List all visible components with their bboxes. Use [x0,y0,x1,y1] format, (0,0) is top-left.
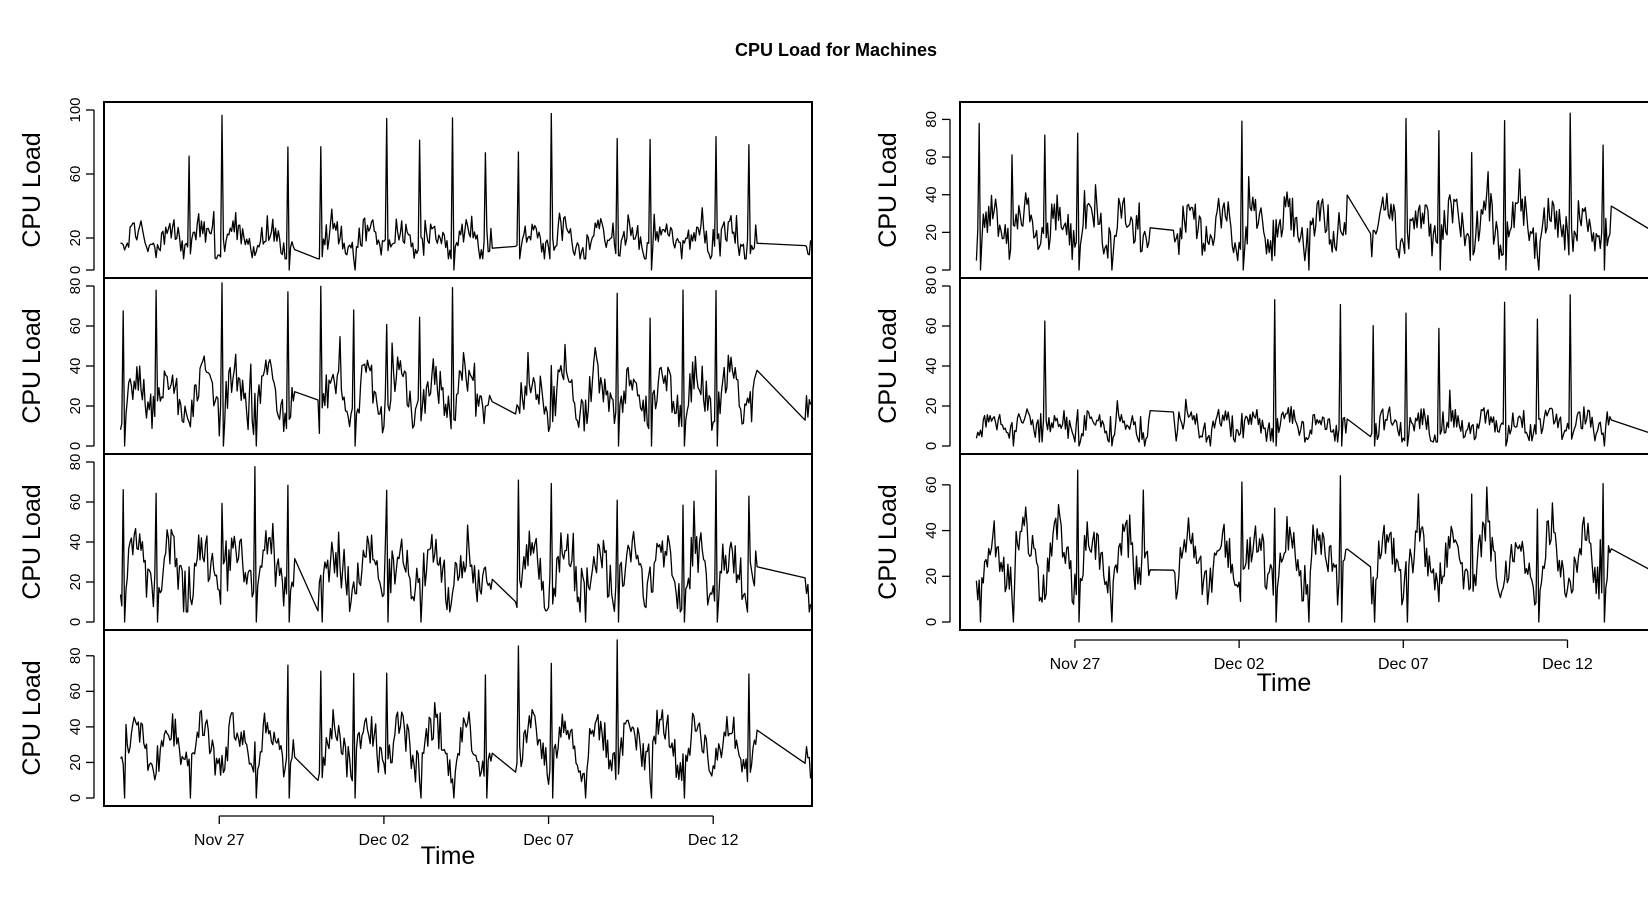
panel-7: 0 20 40 60 CPU Load Nov 27 Dec 02 Dec 07 Dec 12 [874,453,1648,673]
x-tick-label: Nov 27 [1050,656,1101,673]
series-line [975,469,1648,623]
x-tick-label: Dec 07 [1378,656,1429,673]
y-tick-label: 20 [923,398,940,415]
series-line [975,112,1648,271]
y-axis-label: CPU Load [874,484,902,599]
panel-frame [959,453,1648,631]
y-tick-label: 60 [923,477,940,494]
panel-frame [103,277,813,455]
y-tick-label: 60 [923,318,940,335]
y-tick-label: 80 [923,278,940,295]
y-tick-label: 20 [67,230,84,247]
panel-3: 0 20 40 60 80 CPU Load [18,453,813,631]
y-tick-label: 80 [67,647,84,664]
y-tick-label: 0 [923,618,940,626]
series-line [120,112,812,271]
y-tick-label: 40 [67,358,84,375]
y-tick-label: 40 [923,522,940,539]
chart-panels: 0 20 60 100 CPU Load 0 20 40 60 80 CPU Load 0 20 40 60… [18,97,1648,849]
y-tick-label: 20 [67,398,84,415]
x-tick-label: Dec 12 [1542,656,1593,673]
y-tick-label: 80 [67,278,84,295]
y-tick-label: 40 [923,186,940,203]
y-axis-label: CPU Load [874,132,902,247]
y-tick-label: 60 [923,149,940,166]
x-tick-label: Dec 07 [523,832,574,849]
y-tick-label: 20 [923,568,940,585]
series-line [119,465,812,623]
y-tick-label: 0 [67,618,84,626]
y-tick-label: 40 [67,534,84,551]
y-tick-label: 0 [923,442,940,450]
panel-4: 0 20 40 60 80 CPU Load Nov 27 Dec 02 Dec 07 Dec 1… [18,629,813,849]
series-line [119,282,812,447]
y-tick-label: 60 [67,166,84,183]
panel-frame [103,101,813,279]
y-axis-label: CPU Load [874,308,902,423]
y-tick-label: 40 [923,358,940,375]
x-tick-label: Dec 12 [688,832,739,849]
panel-frame [103,453,813,631]
y-tick-label: 0 [67,266,84,274]
y-tick-label: 80 [923,111,940,128]
panel-1: 0 20 60 100 CPU Load [18,97,813,279]
y-tick-label: 20 [923,224,940,241]
panel-2: 0 20 40 60 80 CPU Load [18,277,813,455]
x-axis-label-left: Time [421,842,476,870]
y-axis-label: CPU Load [18,484,46,599]
y-tick-label: 0 [67,442,84,450]
y-tick-label: 20 [67,574,84,591]
y-tick-label: 60 [67,318,84,335]
panel-5: 0 20 40 60 80 CPU Load [874,101,1648,279]
y-tick-label: 0 [923,266,940,274]
y-axis-label: CPU Load [18,132,46,247]
panel-6: 0 20 40 60 80 CPU Load [874,277,1648,455]
y-tick-label: 40 [67,719,84,736]
series-line [120,639,812,799]
y-tick-label: 20 [67,754,84,771]
y-tick-label: 100 [67,97,84,122]
x-axis-label-right: Time [1257,669,1312,697]
y-tick-label: 60 [67,683,84,700]
y-tick-label: 80 [67,454,84,471]
panel-frame [103,629,813,807]
y-tick-label: 0 [67,794,84,802]
y-axis-label: CPU Load [18,308,46,423]
series-line [975,294,1648,447]
x-tick-label: Dec 02 [359,832,410,849]
chart-title: CPU Load for Machines [735,40,937,60]
y-tick-label: 60 [67,494,84,511]
y-axis-label: CPU Load [18,660,46,775]
x-tick-label: Dec 02 [1214,656,1265,673]
x-tick-label: Nov 27 [194,832,245,849]
